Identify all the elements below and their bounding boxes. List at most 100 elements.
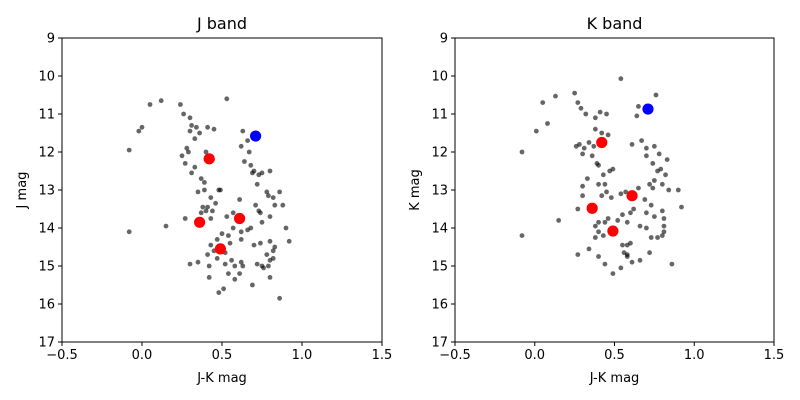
k-band-black-point bbox=[580, 193, 585, 199]
k-band-black-point bbox=[556, 218, 562, 223]
j-band-black-point bbox=[210, 208, 215, 214]
k-band-black-point bbox=[596, 162, 601, 168]
j-band-black-point bbox=[230, 225, 236, 231]
k-band-black-point bbox=[624, 219, 630, 225]
k-band-black-point bbox=[519, 149, 525, 155]
k-band-black-point bbox=[584, 176, 590, 182]
k-band-y-tick-label: 16 bbox=[431, 298, 448, 313]
k-band-x-ticks: −0.5 0.0 0.5 1.0 1.5 bbox=[439, 342, 784, 363]
j-band-x-ticks: −0.5 0.0 0.5 1.0 1.5 bbox=[46, 342, 392, 363]
k-band-blue-point bbox=[642, 103, 654, 115]
k-band-black-point bbox=[637, 223, 643, 229]
k-band-black-point bbox=[675, 187, 681, 193]
k-band-black-point bbox=[624, 252, 630, 257]
j-band-title: J band bbox=[196, 14, 247, 33]
j-band-black-point bbox=[211, 126, 217, 132]
j-band-black-point bbox=[232, 276, 238, 282]
j-band-y-tick-label: 17 bbox=[38, 336, 55, 351]
j-band-black-point bbox=[258, 240, 263, 246]
k-band-black-point bbox=[618, 191, 624, 197]
j-band-black-point bbox=[178, 102, 183, 107]
j-band-black-point bbox=[192, 136, 198, 142]
k-band-black-point bbox=[610, 166, 616, 172]
k-band-black-point bbox=[575, 100, 581, 105]
j-band-black-point bbox=[251, 168, 257, 174]
j-band-x-axis-label: J-K mag bbox=[196, 371, 247, 386]
j-band-black-point bbox=[205, 124, 211, 130]
j-band-black-point bbox=[272, 202, 278, 208]
j-band-red-point bbox=[203, 153, 215, 165]
j-band-black-point bbox=[192, 164, 198, 170]
j-band-black-point bbox=[283, 225, 289, 231]
k-band-black-point bbox=[592, 115, 598, 121]
j-band-black-point bbox=[219, 231, 225, 237]
k-band-black-point bbox=[651, 214, 657, 220]
k-band-black-point bbox=[618, 265, 624, 271]
j-band-black-point bbox=[242, 159, 247, 164]
j-band-black-point bbox=[259, 219, 265, 225]
k-band-black-point bbox=[599, 193, 605, 199]
k-band-y-axis-label: K mag bbox=[408, 169, 423, 211]
j-band-black-point bbox=[208, 216, 214, 221]
j-band-black-point bbox=[184, 145, 190, 151]
k-band-black-point bbox=[589, 153, 595, 159]
j-band-black-point bbox=[218, 187, 223, 193]
j-band-black-point bbox=[195, 259, 201, 265]
j-band-y-tick-label: 11 bbox=[38, 108, 55, 123]
k-band-black-point bbox=[596, 254, 601, 259]
k-band-black-point bbox=[608, 195, 614, 201]
k-band-black-point bbox=[600, 233, 606, 239]
j-band-black-point bbox=[266, 193, 271, 199]
k-band-scatter-marks bbox=[519, 76, 684, 276]
j-band-black-point bbox=[214, 256, 220, 261]
k-band-y-tick-label: 9 bbox=[440, 32, 448, 47]
k-band-black-point bbox=[644, 210, 649, 216]
j-band-black-point bbox=[238, 143, 244, 149]
j-band-x-tick-label: 0.5 bbox=[212, 348, 233, 363]
k-band-black-point bbox=[578, 105, 584, 111]
j-band-black-point bbox=[270, 195, 276, 201]
k-band-black-point bbox=[597, 109, 603, 115]
j-band-black-point bbox=[216, 290, 222, 295]
k-band-black-point bbox=[604, 111, 609, 117]
k-band-y-tick-label: 15 bbox=[431, 260, 448, 275]
k-band-red-point bbox=[607, 225, 619, 237]
k-band-y-ticks: 9 10 11 12 13 14 15 16 17 bbox=[431, 32, 455, 351]
j-band-black-point bbox=[208, 242, 214, 248]
k-band-black-point bbox=[644, 225, 649, 231]
k-band-black-point bbox=[669, 261, 675, 267]
j-band-black-point bbox=[237, 271, 243, 276]
k-band-black-point bbox=[659, 208, 665, 214]
k-band-black-point bbox=[573, 143, 579, 149]
j-band-black-point bbox=[198, 176, 204, 182]
j-band-y-tick-label: 14 bbox=[38, 222, 55, 237]
j-band-black-point bbox=[238, 229, 244, 235]
k-band-x-tick-label: 1.0 bbox=[684, 348, 705, 363]
k-band-black-point bbox=[661, 223, 667, 229]
k-band-black-point bbox=[596, 181, 601, 187]
k-band-y-tick-label: 10 bbox=[431, 70, 448, 85]
j-band-black-point bbox=[205, 204, 211, 210]
j-band-black-point bbox=[246, 149, 252, 155]
j-band-black-point bbox=[266, 263, 271, 269]
k-band-black-point bbox=[636, 185, 641, 191]
j-band-black-point bbox=[200, 204, 206, 210]
k-band-y-tick-label: 12 bbox=[431, 146, 448, 161]
j-band-black-point bbox=[258, 210, 263, 216]
j-band-black-point bbox=[272, 244, 278, 250]
j-band-blue-point bbox=[250, 130, 262, 142]
k-band-black-point bbox=[653, 92, 659, 98]
j-band-y-axis-label: J mag bbox=[15, 172, 30, 210]
j-band-black-point bbox=[277, 295, 282, 301]
j-band-black-point bbox=[248, 162, 254, 168]
j-band-y-tick-label: 9 bbox=[47, 32, 55, 47]
j-band-red-point bbox=[214, 243, 226, 255]
k-band-y-tick-label: 13 bbox=[431, 184, 448, 199]
j-band-black-point bbox=[229, 257, 235, 263]
k-band-black-point bbox=[596, 229, 601, 235]
j-band-scatter-marks bbox=[126, 96, 292, 301]
k-band-black-point bbox=[572, 90, 578, 96]
j-band-black-point bbox=[232, 263, 238, 269]
k-band-black-point bbox=[655, 235, 660, 240]
k-band-y-tick-label: 11 bbox=[431, 108, 448, 123]
